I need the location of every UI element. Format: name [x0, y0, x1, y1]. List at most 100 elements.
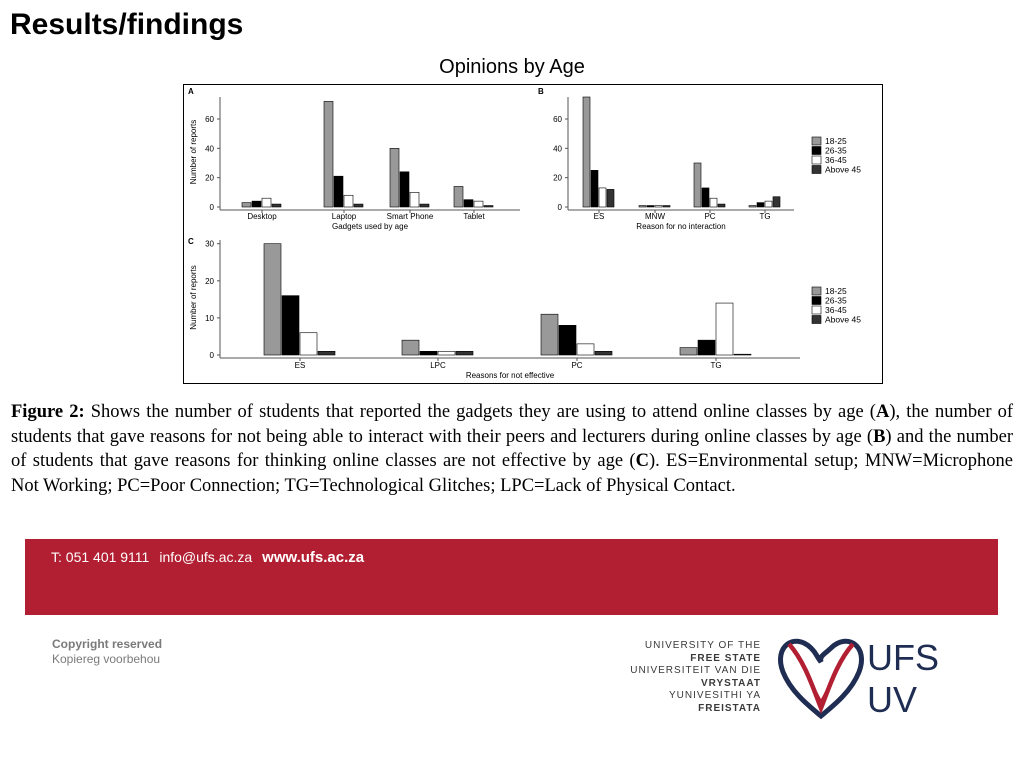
bar-18-25: [241, 202, 252, 208]
bar-36-45: [764, 200, 773, 208]
bar-36-45: [437, 350, 456, 356]
caption-text: Shows the number of students that report…: [84, 402, 876, 422]
legend-swatch: [811, 136, 822, 146]
bar-26-35: [281, 295, 300, 356]
legend-swatch: [811, 315, 822, 324]
university-names: UNIVERSITY OF THE FREE STATE UNIVERSITEI…: [620, 640, 761, 715]
x-tick-label: LPC: [430, 361, 446, 370]
bar-18-25: [401, 339, 420, 356]
legend-label: Above 45: [825, 165, 861, 175]
bar-26-35: [756, 202, 765, 208]
bar-26-35: [399, 171, 410, 208]
x-tick-label: PC: [704, 212, 715, 221]
x-tick-label: PC: [571, 361, 582, 370]
caption-panel-b: B: [873, 426, 886, 447]
y-tick-label: 30: [205, 240, 214, 249]
y-tick-label: 20: [205, 277, 214, 286]
bar-36-45: [473, 200, 484, 208]
uni-name-line: VRYSTAAT: [700, 677, 761, 689]
caption-panel-c: C: [635, 451, 649, 471]
x-axis-title: Reasons for not effective: [466, 371, 555, 380]
bar-36-45: [343, 194, 354, 208]
bar-36-45: [261, 197, 272, 208]
legend-label: 26-35: [825, 146, 847, 156]
bar-18-25: [679, 347, 698, 356]
y-tick-label: 20: [205, 174, 214, 183]
legend-swatch: [811, 146, 822, 155]
bar-above-45: [455, 350, 474, 356]
caption-panel-a: A: [875, 402, 890, 422]
legend-label: 18-25: [825, 136, 847, 146]
bar-26-35: [646, 205, 655, 208]
bar-18-25: [323, 101, 334, 208]
bar-charts: A 0 20 40 60 Desktop Laptop Smart Phone Tablet Ga…: [188, 87, 861, 380]
legend-label: 26-35: [825, 296, 847, 306]
x-tick-label: TG: [759, 212, 770, 221]
uni-name-line: FREISTATA: [698, 702, 761, 714]
footer-phone: T: 051 401 9111: [51, 549, 150, 565]
bar-36-45: [299, 332, 318, 356]
copyright-afrikaans: Kopiereg voorbehou: [52, 652, 161, 666]
footer-contact: T: 051 401 9111 info@ufs.ac.za www.ufs.ac.…: [51, 549, 364, 566]
bar-18-25: [389, 148, 400, 208]
y-tick-label: 40: [553, 144, 562, 153]
figure-caption: Figure 2: Shows the number of students t…: [11, 400, 1013, 498]
legend-label: 36-45: [825, 155, 847, 165]
bar-above-45: [772, 196, 781, 208]
footer-website[interactable]: www.ufs.ac.za: [262, 549, 365, 566]
bar-26-35: [701, 187, 710, 208]
bar-26-35: [697, 339, 716, 356]
copyright-notice: Copyright reserved Kopiereg voorbehou: [52, 637, 162, 667]
bar-36-45: [715, 302, 734, 356]
bar-36-45: [576, 343, 595, 356]
uni-name-line: FREE STATE: [690, 652, 761, 664]
bar-18-25: [540, 313, 559, 356]
x-tick-label: Laptop: [332, 212, 357, 221]
x-tick-label: Desktop: [247, 212, 277, 221]
caption-label: Figure 2:: [11, 402, 85, 422]
bar-18-25: [453, 186, 464, 208]
footer-email[interactable]: info@ufs.ac.za: [159, 549, 253, 565]
x-tick-label: ES: [594, 212, 605, 221]
bar-above-45: [606, 189, 615, 208]
bar-18-25: [582, 96, 591, 208]
panel-label-c: C: [188, 237, 194, 246]
x-tick-label: Smart Phone: [387, 212, 434, 221]
bar-18-25: [748, 205, 757, 208]
slide-title: Results/findings: [10, 8, 244, 41]
x-tick-label: TG: [710, 361, 721, 370]
bar-above-45: [733, 353, 752, 356]
bar-26-35: [333, 175, 344, 208]
caption-text: ), the number of students that gave reas…: [11, 402, 1014, 447]
x-tick-label: Tablet: [463, 212, 485, 221]
y-tick-label: 60: [553, 115, 562, 124]
bar-36-45: [598, 187, 607, 208]
ufs-logo: UFS UV: [778, 637, 939, 720]
y-tick-label: 10: [205, 314, 214, 323]
y-tick-label: 20: [553, 174, 562, 183]
x-tick-label: MNW: [645, 212, 665, 221]
x-axis-title: Reason for no interaction: [636, 222, 725, 231]
legend-swatch: [811, 296, 822, 305]
bar-26-35: [419, 350, 438, 356]
bar-above-45: [594, 350, 613, 356]
legend-label: 36-45: [825, 305, 847, 315]
legend-swatch: [811, 305, 822, 315]
bar-26-35: [251, 200, 262, 208]
bar-36-45: [654, 205, 663, 208]
x-tick-label: ES: [295, 361, 306, 370]
caption-text: ) and the number of students that gave r…: [11, 426, 1013, 472]
logo-text-ufs: UFS: [867, 637, 939, 678]
y-tick-label: 60: [205, 115, 214, 124]
footer-banner: T: 051 401 9111 info@ufs.ac.za www.ufs.ac.…: [25, 539, 998, 615]
figure-panel: A 0 20 40 60 Desktop Laptop Smart Phone Tablet Ga…: [183, 84, 883, 384]
caption-text: ). ES=Environmental setup; MNW=Microphon…: [11, 451, 1013, 496]
copyright-english: Copyright reserved: [52, 637, 163, 651]
figure-subtitle: Opinions by Age: [439, 56, 585, 78]
legend-swatch: [811, 286, 822, 296]
legend-label: 18-25: [825, 286, 847, 296]
y-axis-title: Number of reports: [189, 265, 198, 329]
uni-name-line: UNIVERSITY OF THE: [644, 640, 761, 651]
y-axis-title: Number of reports: [189, 120, 198, 184]
heart-icon: [778, 638, 864, 720]
